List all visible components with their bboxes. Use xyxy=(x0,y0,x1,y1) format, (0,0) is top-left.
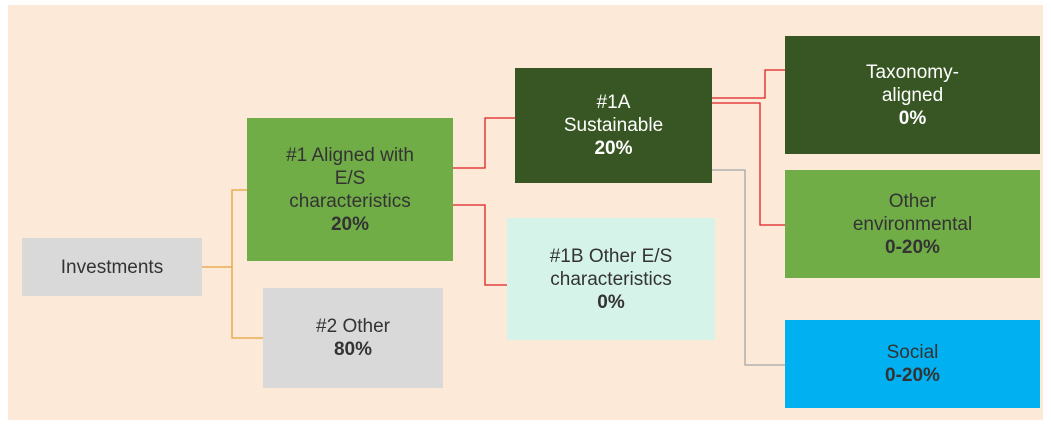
node-value: 20% xyxy=(594,138,633,159)
connector xyxy=(453,204,507,286)
node-label: Other xyxy=(888,190,937,212)
node-label: Social xyxy=(886,342,939,363)
connector xyxy=(712,102,785,226)
node-value: 0-20% xyxy=(885,365,940,386)
node-label: characteristics xyxy=(289,190,411,212)
connector xyxy=(453,117,515,169)
node-label: characteristics xyxy=(550,268,672,290)
node-box: #1B Other E/S characteristics 0% xyxy=(507,218,715,340)
node-label: Investments xyxy=(60,256,164,278)
node-box: Taxonomy-aligned 0% xyxy=(785,36,1040,154)
node-value: 0% xyxy=(597,291,625,313)
node-label: environmental xyxy=(852,213,973,235)
connector xyxy=(712,69,785,99)
node-value: 80% xyxy=(333,339,373,360)
node-value: 0% xyxy=(898,107,927,129)
node-value: 20% xyxy=(330,213,370,235)
node-box: Other environmental 0-20% xyxy=(785,170,1040,278)
node-box: #1A Sustainable 20% xyxy=(515,68,712,183)
node-label: Sustainable xyxy=(563,115,664,136)
node-label: #1A xyxy=(596,92,631,113)
node-label: #2 Other xyxy=(316,316,390,337)
node-box: Investments xyxy=(22,238,202,296)
node-box: #2 Other 80% xyxy=(263,288,443,388)
node-box: #1 Aligned with E/S characteristics 20% xyxy=(247,118,453,261)
node-label: #1 Aligned with xyxy=(286,144,414,166)
node-label: aligned xyxy=(881,84,944,106)
node-label: Taxonomy- xyxy=(866,61,959,83)
node-value: 0-20% xyxy=(885,236,940,258)
node-label: E/S xyxy=(334,167,366,189)
connector xyxy=(231,189,263,339)
node-label: #1B Other E/S xyxy=(549,245,673,267)
connector xyxy=(712,169,785,366)
node-box: Social 0-20% xyxy=(785,320,1040,408)
